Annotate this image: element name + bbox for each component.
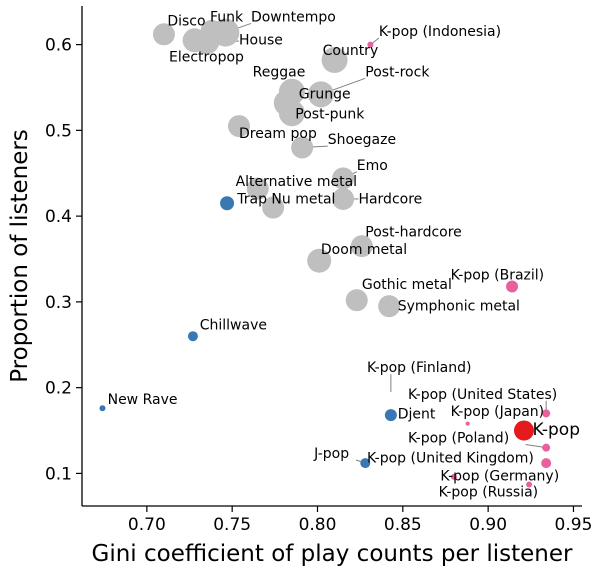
y-tick-label: 0.5 [45,121,72,141]
label-funk: Funk [210,9,244,25]
x-axis-title: Gini coefficient of play counts per list… [92,541,574,567]
label-disco: Disco [167,14,205,30]
label-k-pop-poland: K-pop (Poland) [408,431,509,447]
x-tick-label: 0.95 [555,515,593,535]
label-reggae: Reggae [253,64,306,80]
point-k-pop-germany [451,473,458,480]
x-tick-label: 0.75 [213,515,251,535]
label-k-pop-germany: K-pop (Germany) [440,468,559,484]
point-emo [332,167,355,190]
point-k-pop [513,420,534,441]
label-post-punk: Post-punk [295,106,365,122]
point-j-pop [360,458,371,469]
label-k-pop-japan: K-pop (Japan) [451,404,545,420]
label-symphonic-metal: Symphonic metal [398,298,520,314]
x-tick-label: 0.85 [384,515,422,535]
point-k-pop-united-states [542,409,551,418]
point-symphonic-metal [378,295,401,318]
label-trap: Trap [236,191,267,207]
y-tick-label: 0.4 [45,207,72,227]
label-gothic-metal: Gothic metal [362,277,452,293]
label-k-pop-united-states: K-pop (United States) [408,387,557,403]
label-emo: Emo [357,158,388,174]
label-dream-pop: Dream pop [239,126,317,142]
point-electropop [182,28,207,53]
label-post-hardcore: Post-hardcore [365,225,462,241]
point-alternative-metal [246,177,269,200]
point-post-punk [278,100,305,127]
label-grunge: Grunge [299,87,351,103]
point-country [321,47,348,74]
label-house: House [239,33,283,49]
label-shoegaze: Shoegaze [328,132,396,148]
y-tick-label: 0.2 [45,379,72,399]
y-axis-title: Proportion of listeners [7,129,33,383]
point-gothic-metal [345,289,368,312]
axes: 0.70 0.75 0.80 0.85 0.90 0.95 0.1 0.2 0.3 0.4 0.5 0… [45,6,592,535]
x-tick-label: 0.80 [299,515,337,535]
point-trap [220,196,235,211]
label-alternative-metal: Alternative metal [236,174,357,190]
label-electropop: Electropop [169,50,244,66]
point-chillwave [187,331,198,342]
point-k-pop-brazil [506,280,519,293]
label-k-pop-united-kingdom: K-pop (United Kingdom) [367,450,534,466]
label-k-pop-indonesia: K-pop (Indonesia) [379,24,501,40]
label-downtempo: Downtempo [251,9,336,25]
label-k-pop-brazil: K-pop (Brazil) [451,268,545,284]
label-k-pop: K-pop [533,420,580,440]
label-hardcore: Hardcore [358,191,422,207]
point-dream-pop [227,115,250,138]
point-shoegaze [291,136,314,159]
point-hardcore [332,187,355,210]
label-doom-metal: Doom metal [321,242,407,258]
point-nu-metal [262,196,285,219]
x-tick-label: 0.70 [128,515,166,535]
label-nu-metal: Nu metal [271,191,335,207]
x-tick-label: 0.90 [469,515,507,535]
data-points [99,18,552,488]
label-j-pop: J-pop [313,446,349,462]
label-country: Country [323,43,379,59]
point-new-rave [99,405,106,412]
point-doom-metal [307,248,332,273]
point-post-rock [307,81,334,108]
label-new-rave: New Rave [108,392,178,408]
point-post-hardcore [350,235,373,258]
point-disco [152,23,175,46]
point-k-pop-poland [542,443,551,452]
label-k-pop-russia: K-pop (Russia) [439,485,539,501]
point-k-pop-indonesia [367,41,374,48]
point-djent [384,409,397,422]
point-k-pop-russia [526,481,533,488]
point-k-pop-japan [465,421,470,426]
label-chillwave: Chillwave [200,317,267,333]
y-tick-label: 0.6 [45,36,72,56]
label-post-rock: Post-rock [365,64,430,80]
point-k-pop-united-kingdom [541,458,552,469]
y-tick-label: 0.1 [45,464,72,484]
label-k-pop-finland: K-pop (Finland) [367,360,472,376]
label-djent: Djent [398,407,436,423]
y-tick-label: 0.3 [45,293,72,313]
